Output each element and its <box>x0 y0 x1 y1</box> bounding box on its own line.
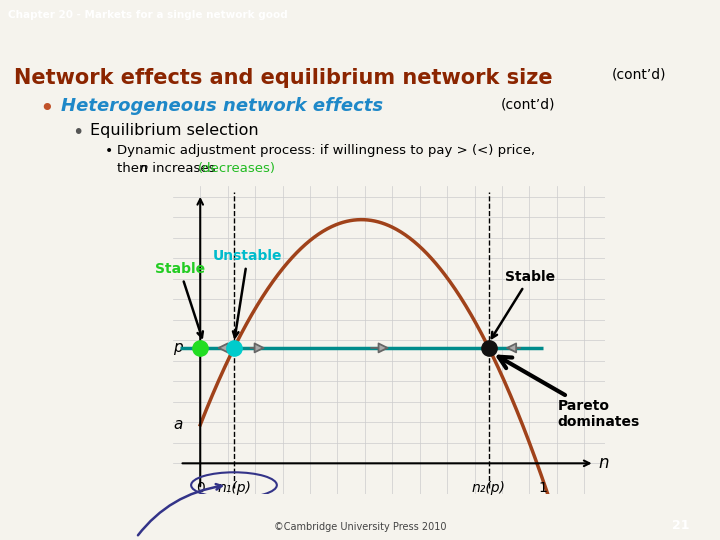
Text: Chapter 20 - Markets for a single network good: Chapter 20 - Markets for a single networ… <box>8 10 287 20</box>
Text: Equilibrium selection: Equilibrium selection <box>90 123 258 138</box>
Text: 1: 1 <box>539 481 547 495</box>
Text: increases: increases <box>148 162 220 175</box>
Text: n: n <box>140 162 148 175</box>
Text: ©Cambridge University Press 2010: ©Cambridge University Press 2010 <box>274 522 446 531</box>
Text: Pareto
dominates: Pareto dominates <box>499 357 639 429</box>
Text: •: • <box>72 123 84 142</box>
Text: Stable: Stable <box>492 270 555 338</box>
Text: n₁(p): n₁(p) <box>217 481 251 495</box>
Text: •: • <box>104 144 112 158</box>
Text: Critical
mass: Critical mass <box>97 484 222 540</box>
Text: •: • <box>40 97 54 121</box>
Text: 0: 0 <box>196 481 204 495</box>
Text: n₂(p): n₂(p) <box>472 481 505 495</box>
Text: then: then <box>117 162 151 175</box>
Text: a: a <box>174 417 183 433</box>
Text: (decreases): (decreases) <box>198 162 276 175</box>
Text: 21: 21 <box>672 518 689 532</box>
Text: p: p <box>174 340 183 355</box>
Text: n: n <box>598 454 608 472</box>
Text: (cont’d): (cont’d) <box>612 68 667 82</box>
Text: Dynamic adjustment process: if willingness to pay > (<) price,: Dynamic adjustment process: if willingne… <box>117 144 535 157</box>
Text: Unstable: Unstable <box>213 249 282 338</box>
Text: Network effects and equilibrium network size: Network effects and equilibrium network … <box>14 68 553 87</box>
Text: Stable: Stable <box>155 262 204 338</box>
Text: Heterogeneous network effects: Heterogeneous network effects <box>61 97 383 115</box>
Text: (cont’d): (cont’d) <box>500 97 555 111</box>
